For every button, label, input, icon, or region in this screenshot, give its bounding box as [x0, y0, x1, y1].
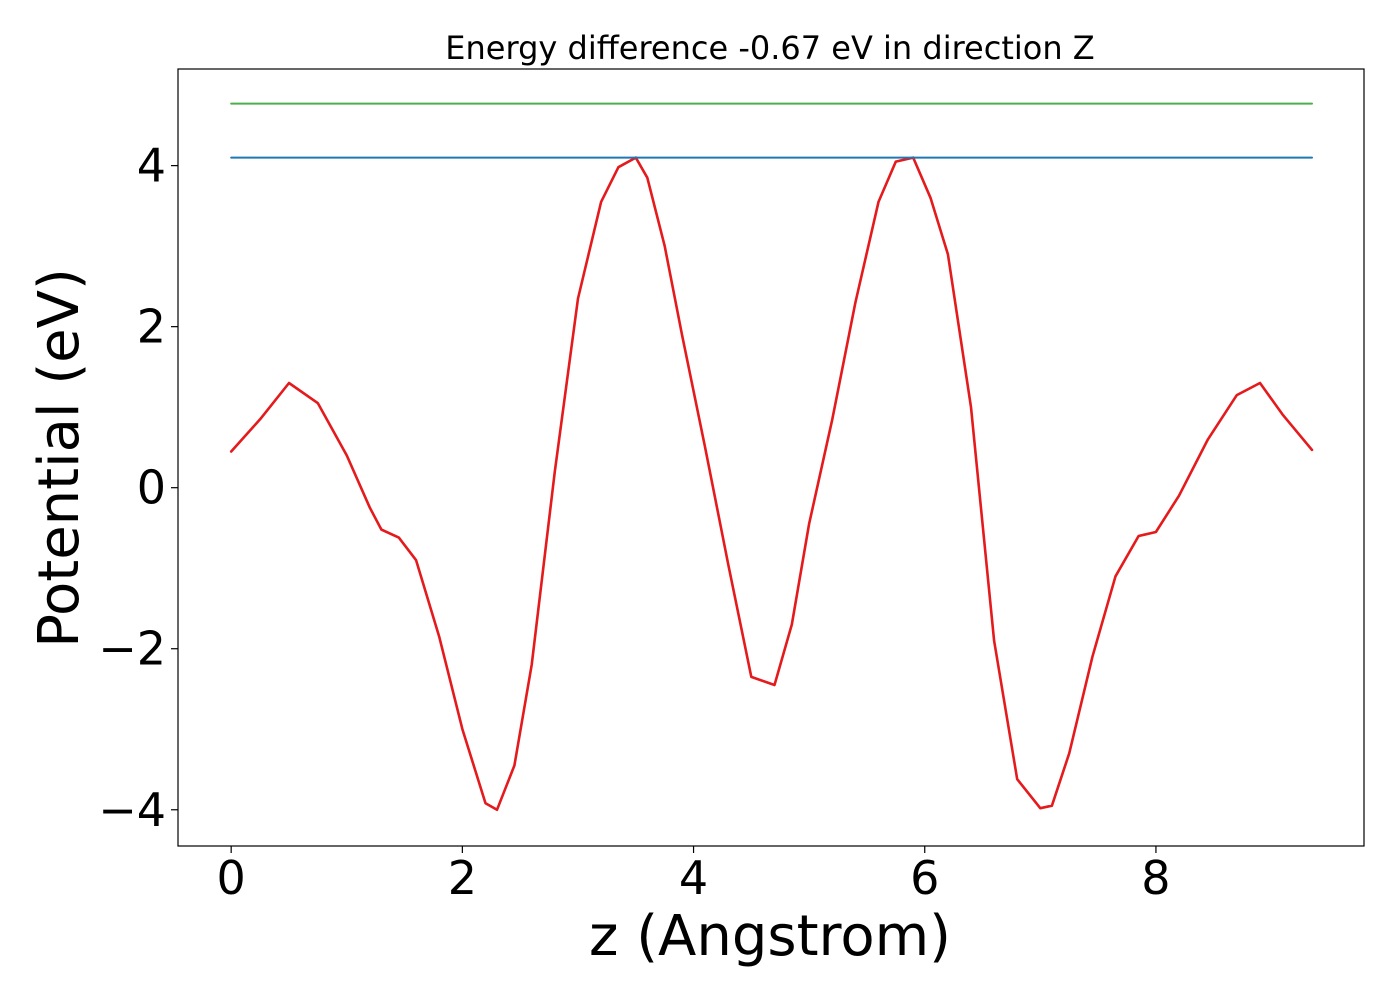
x-axis-label: z (Angstrom) — [589, 904, 951, 969]
series-line-1 — [229, 156, 1314, 812]
x-tick-label: 6 — [910, 851, 939, 905]
x-tick-label: 2 — [448, 851, 477, 905]
x-tick-label: 8 — [1141, 851, 1170, 905]
y-tick-label: −2 — [98, 622, 166, 676]
x-axis-ticks: 0 2 4 6 8 — [217, 846, 1171, 905]
y-tick-label: 2 — [137, 300, 166, 354]
x-tick-label: 4 — [679, 851, 708, 905]
x-tick-label: 0 — [217, 851, 246, 905]
plot-frame — [177, 68, 1365, 847]
series-layer — [229, 102, 1314, 812]
y-axis-label: Potential (eV) — [27, 268, 92, 648]
y-tick-label: −4 — [98, 783, 166, 837]
chart-title: Energy difference -0.67 eV in direction … — [445, 29, 1094, 67]
y-tick-label: 0 — [137, 461, 166, 515]
y-axis-ticks: −4 −2 0 2 4 — [98, 139, 178, 837]
y-tick-label: 4 — [137, 139, 166, 193]
